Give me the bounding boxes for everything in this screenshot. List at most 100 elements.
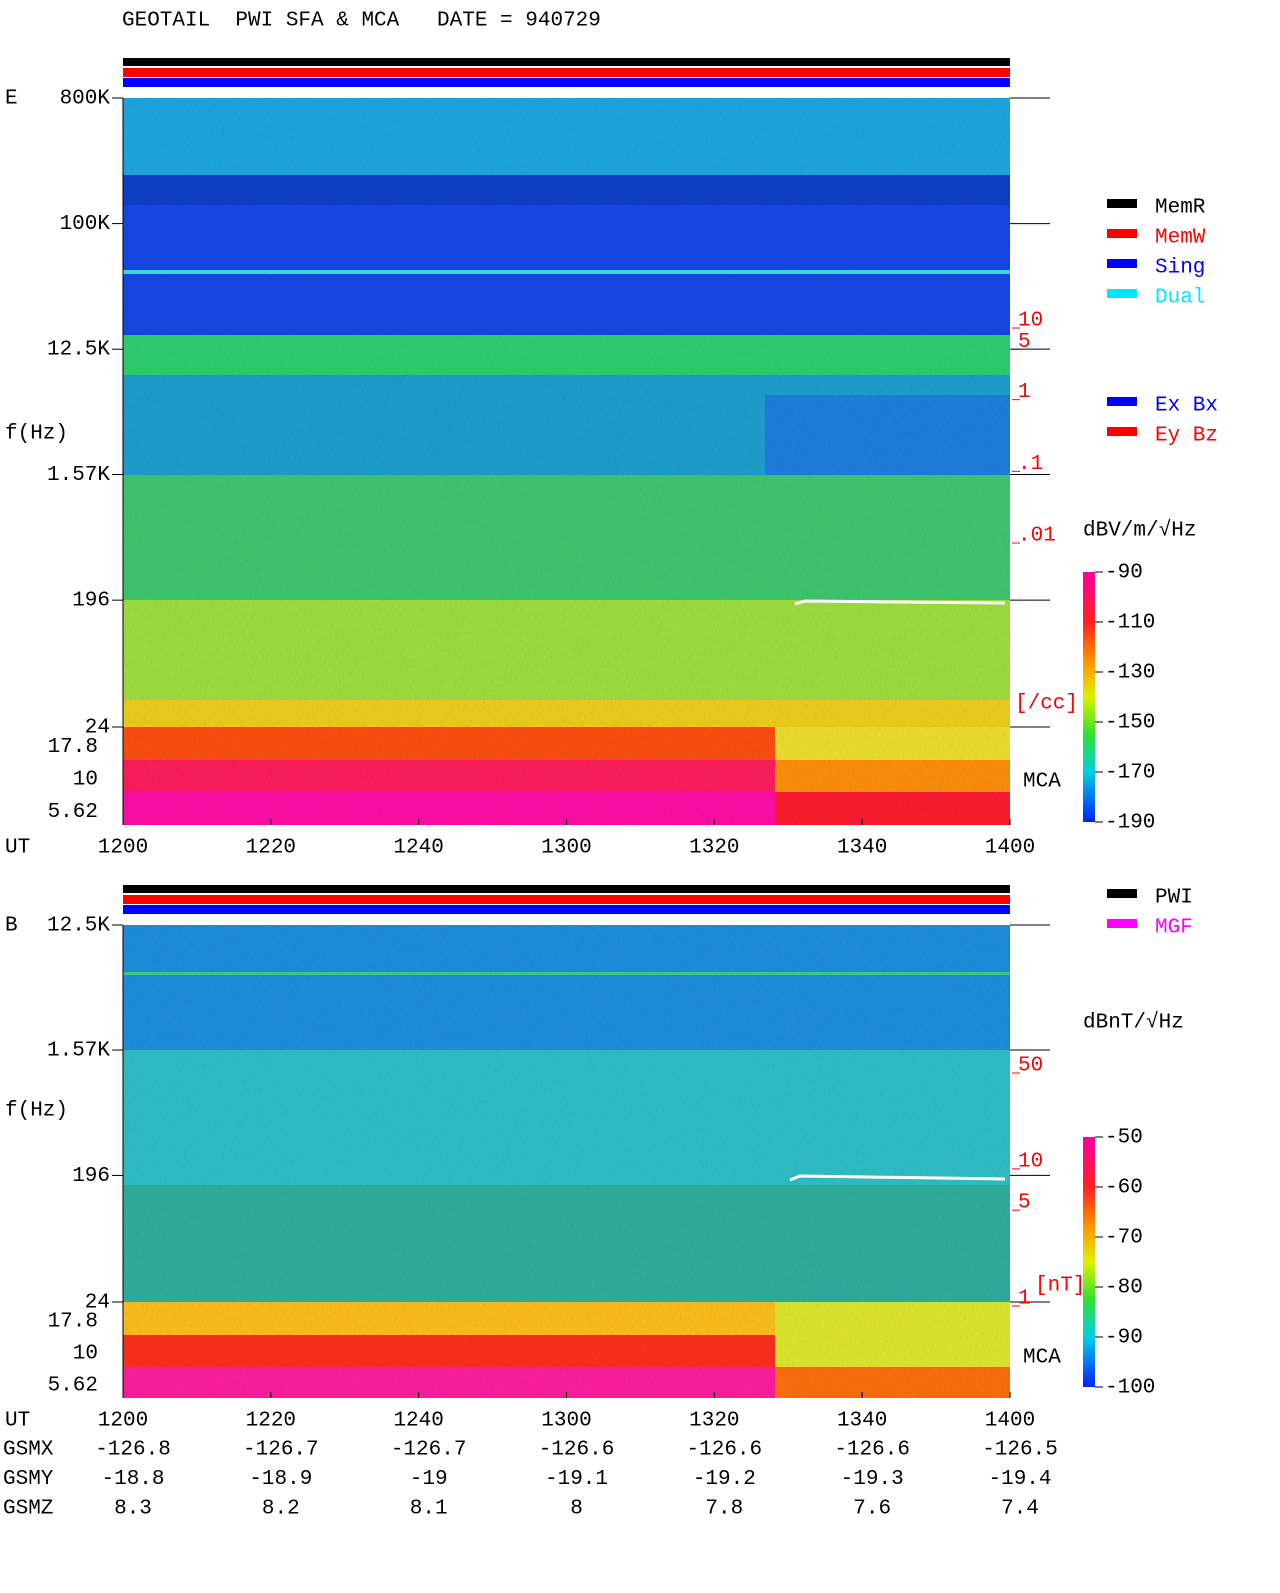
colorbar-tick-label: -90	[1105, 562, 1143, 585]
legend-label: MemR	[1155, 197, 1206, 220]
legend-label: Ex Bx	[1155, 395, 1218, 418]
y-tick-label: 12.5K	[47, 339, 110, 362]
orbit-value: 7.4	[1001, 1498, 1039, 1521]
mca-tick-label: 5.62	[48, 801, 98, 824]
mca-label: MCA	[1023, 771, 1061, 794]
x-tick-label: 1300	[541, 1410, 591, 1433]
colorbar-tick-label: -130	[1105, 662, 1155, 685]
colorbar	[1083, 572, 1095, 822]
axes: Ef(Hz)UT800K100K12.5K1.57K1962417.8105.6…	[3, 58, 1218, 1521]
y-axis-label: f(Hz)	[5, 423, 68, 446]
status-bar	[123, 895, 1010, 904]
x-tick-label: 1300	[541, 837, 591, 860]
density-tick-label: 5	[1018, 331, 1031, 354]
density-tick-label: 1	[1018, 1288, 1031, 1311]
orbit-value: -19	[410, 1468, 448, 1491]
x-tick-label: 1240	[393, 837, 443, 860]
legend-label: Dual	[1155, 287, 1205, 310]
title: GEOTAIL PWI SFA & MCA DATE = 940729	[122, 10, 601, 33]
mca-tick-label: 5.62	[48, 1375, 98, 1398]
y-tick-label: 100K	[60, 213, 111, 236]
y-tick-label: 24	[85, 717, 110, 740]
x-tick-label: 1400	[985, 1410, 1035, 1433]
x-tick-label: 1220	[246, 837, 296, 860]
legend-label: PWI	[1155, 887, 1193, 910]
colorbar-tick-label: -50	[1105, 1127, 1143, 1150]
orbit-value: -18.9	[249, 1468, 312, 1491]
colorbar-tick-label: -70	[1105, 1227, 1143, 1250]
x-tick-label: 1340	[837, 1410, 887, 1433]
status-bar	[123, 885, 1010, 893]
y-tick-label: 800K	[60, 88, 111, 111]
colorbar-tick-label: -150	[1105, 712, 1155, 735]
plasma-line	[789, 1174, 1006, 1182]
density-tick-label: 10	[1018, 310, 1043, 333]
y-tick-label: 1.57K	[47, 1040, 110, 1063]
legend-swatch	[1107, 919, 1137, 928]
panel-label: B	[5, 915, 18, 938]
colorbar-tick-label: -90	[1105, 1327, 1143, 1350]
orbit-row-label: GSMZ	[3, 1498, 53, 1521]
legend-swatch	[1107, 427, 1137, 436]
orbit-value: 8.2	[262, 1498, 300, 1521]
density-tick-label: 50	[1018, 1055, 1043, 1078]
x-tick-label: 1340	[837, 837, 887, 860]
orbit-value: -126.6	[539, 1439, 615, 1462]
orbit-value: -126.7	[391, 1439, 467, 1462]
x-axis-label: UT	[5, 837, 30, 860]
x-tick-label: 1200	[98, 837, 148, 860]
spectrogram-b	[123, 925, 1010, 1398]
orbit-value: -19.3	[841, 1468, 904, 1491]
mca-tick-label: 17.8	[48, 736, 98, 759]
mca-tick-label: 10	[73, 1343, 98, 1366]
y-axis-label: f(Hz)	[5, 1100, 68, 1123]
orbit-value: 7.8	[705, 1498, 743, 1521]
legend-swatch	[1107, 289, 1137, 298]
mca-tick-label: 17.8	[48, 1311, 98, 1334]
orbit-value: 8.3	[114, 1498, 152, 1521]
spectrogram-e	[123, 98, 1010, 825]
density-label: [nT]	[1035, 1275, 1085, 1298]
orbit-row-label: GSMY	[3, 1468, 54, 1491]
y-tick-label: 1.57K	[47, 464, 110, 487]
legend-swatch	[1107, 199, 1137, 208]
y-tick-label: 12.5K	[47, 915, 110, 938]
mca-tick-label: 10	[73, 769, 98, 792]
legend-swatch	[1107, 259, 1137, 268]
density-tick-label: 10	[1018, 1150, 1043, 1173]
density-tick-label: 1	[1018, 381, 1031, 404]
x-tick-label: 1320	[689, 837, 739, 860]
orbit-value: 8.1	[410, 1498, 448, 1521]
orbit-value: 8	[570, 1498, 583, 1521]
legend-label: MGF	[1155, 917, 1193, 940]
orbit-value: -126.6	[834, 1439, 910, 1462]
legend-label: Sing	[1155, 257, 1205, 280]
status-bar	[123, 58, 1010, 66]
orbit-value: -126.6	[687, 1439, 763, 1462]
orbit-value: 7.6	[853, 1498, 891, 1521]
x-tick-label: 1240	[393, 1410, 443, 1433]
orbit-value: -126.8	[95, 1439, 171, 1462]
colorbar-tick-label: -190	[1105, 812, 1155, 835]
plasma-line	[794, 599, 1006, 606]
legend-swatch	[1107, 889, 1137, 898]
x-tick-label: 1320	[689, 1410, 739, 1433]
x-axis-label: UT	[5, 1410, 30, 1433]
legend-swatch	[1107, 229, 1137, 238]
x-tick-label: 1220	[246, 1410, 296, 1433]
mca-label: MCA	[1023, 1347, 1061, 1370]
status-bar	[123, 68, 1010, 77]
x-tick-label: 1200	[98, 1410, 148, 1433]
density-tick-label: .01	[1018, 525, 1056, 548]
density-tick-label: .1	[1018, 453, 1043, 476]
y-tick-label: 196	[72, 590, 110, 613]
orbit-value: -19.1	[545, 1468, 608, 1491]
orbit-value: -126.7	[243, 1439, 319, 1462]
orbit-row-label: GSMX	[3, 1439, 54, 1462]
orbit-value: -19.4	[988, 1468, 1051, 1491]
status-bar	[123, 905, 1010, 914]
density-label: [/cc]	[1015, 693, 1078, 716]
orbit-value: -18.8	[101, 1468, 164, 1491]
panel-label: E	[5, 88, 18, 111]
